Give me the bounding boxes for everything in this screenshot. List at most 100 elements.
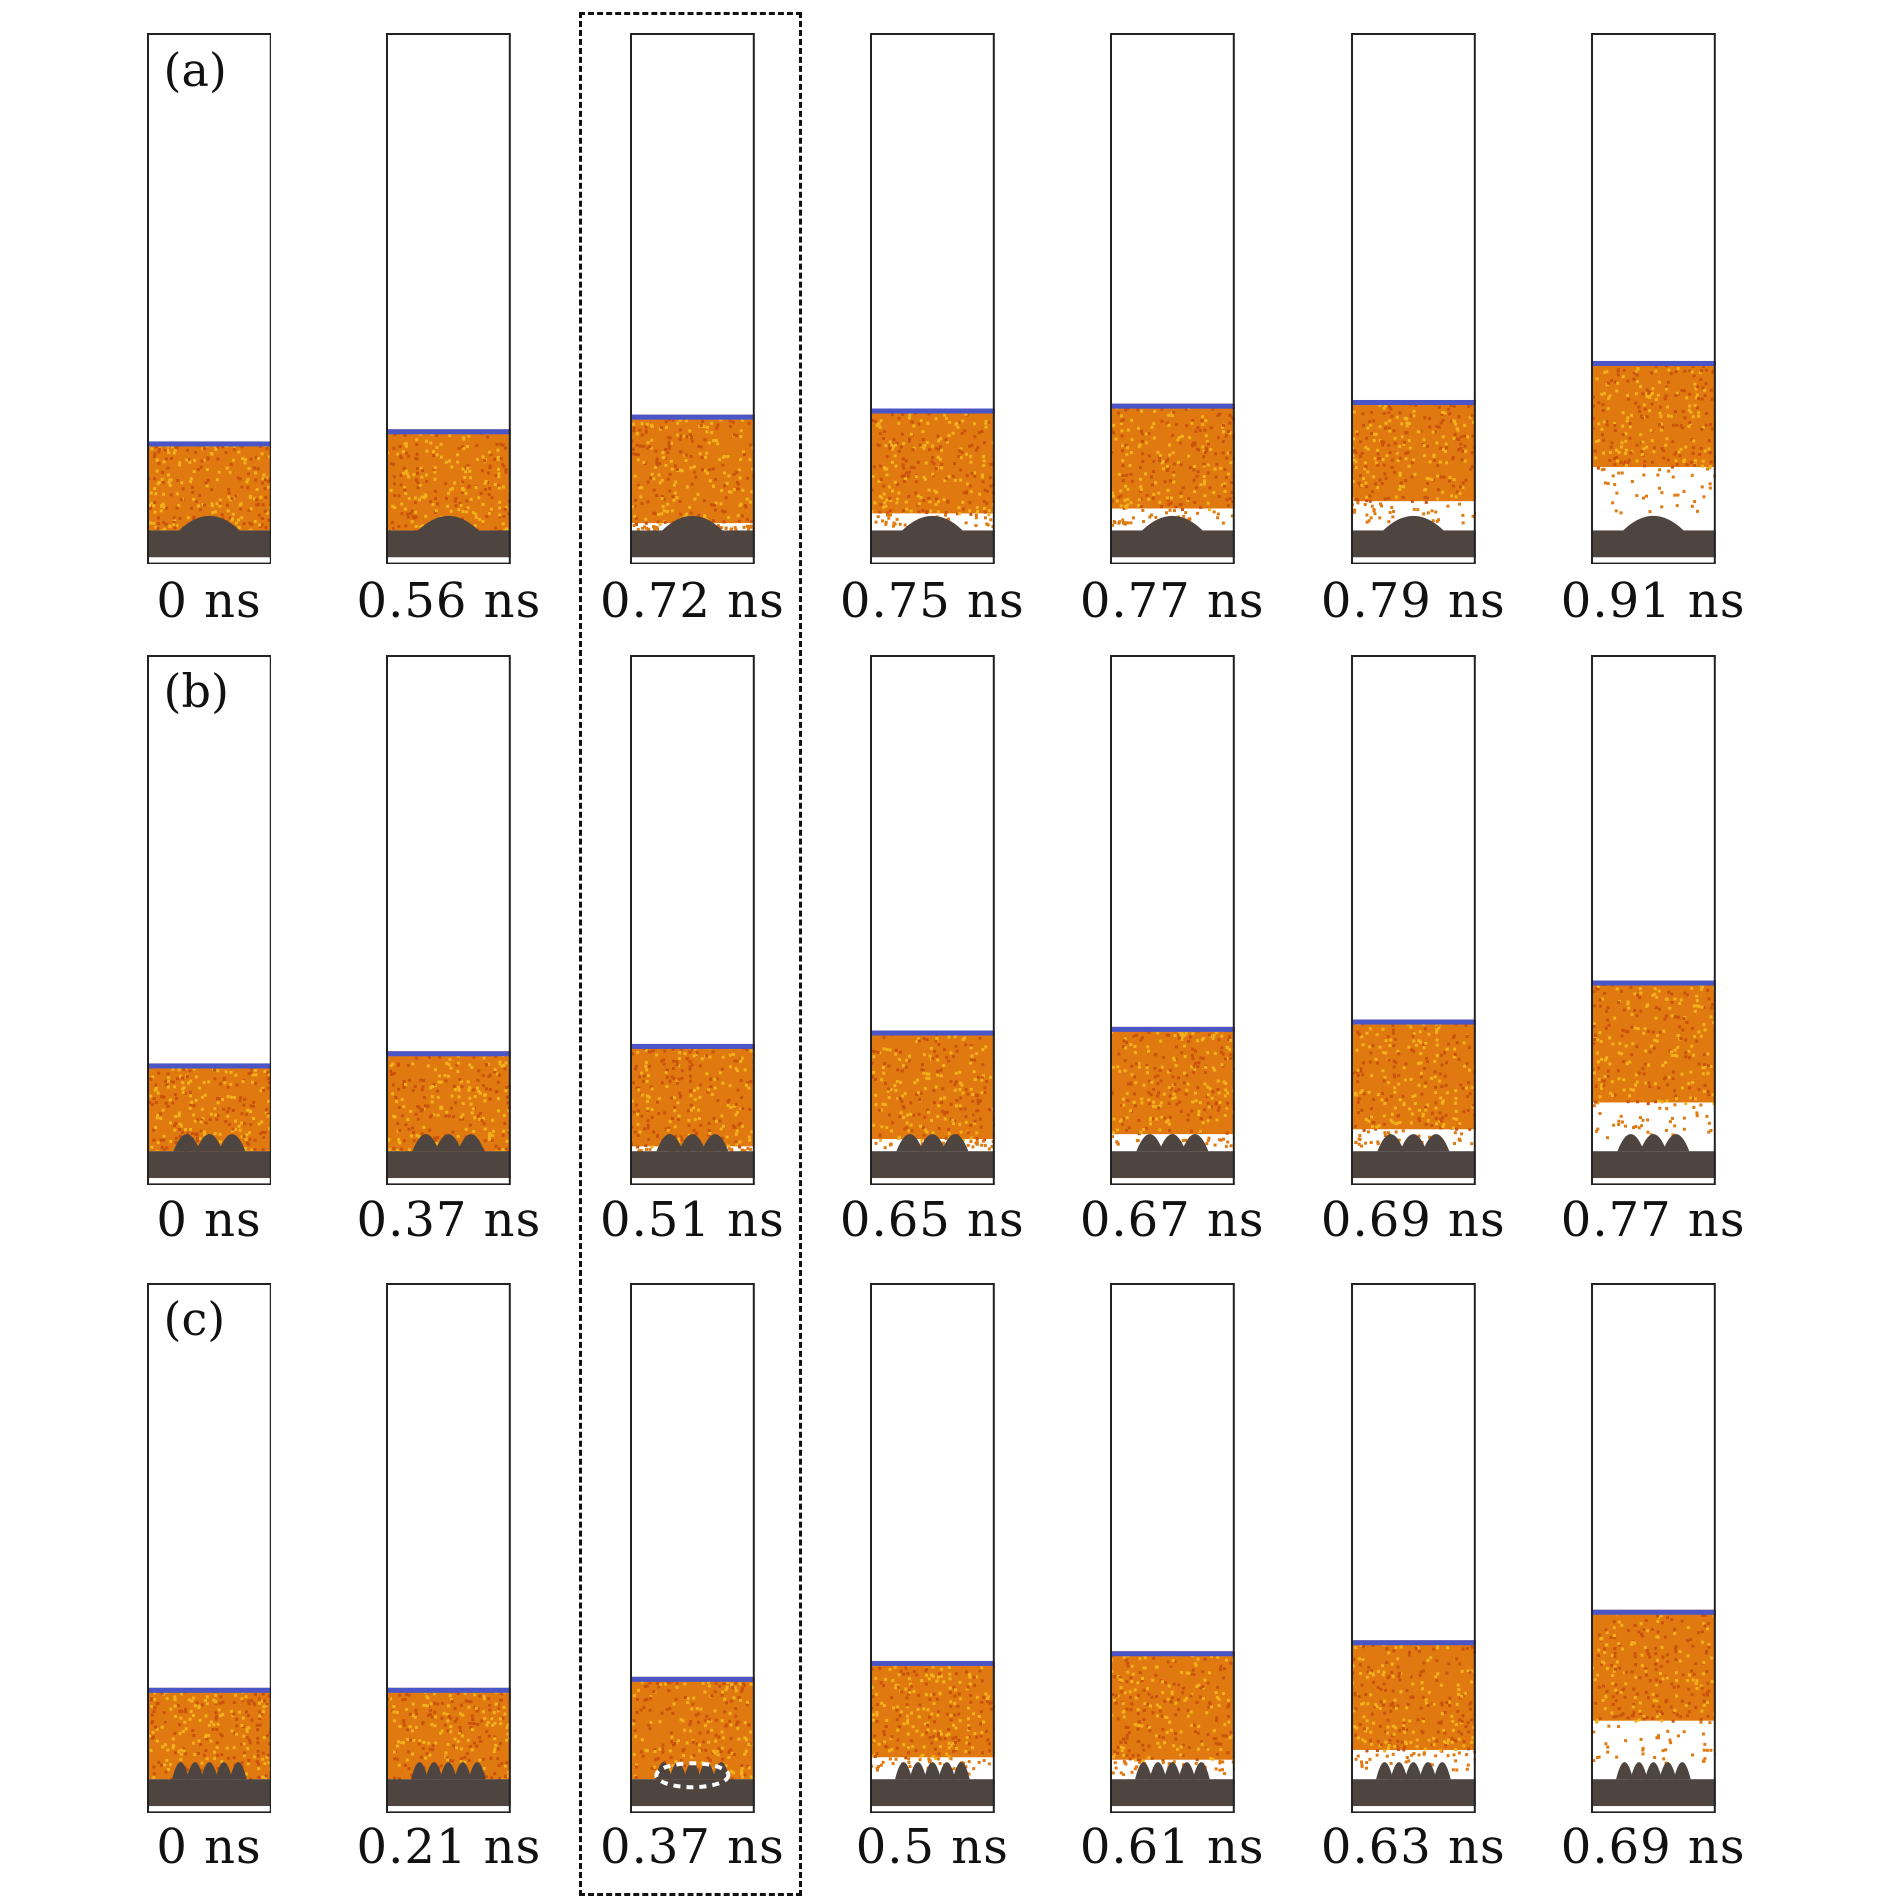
substrate-bump xyxy=(1149,1761,1167,1779)
simulation-box-frame xyxy=(1590,1282,1716,1813)
liquid-vapor-interface xyxy=(869,1660,995,1666)
simulation-snapshot xyxy=(869,654,995,1186)
substrate xyxy=(1350,1150,1476,1178)
substrate xyxy=(386,1150,512,1178)
time-label: 0.21 ns xyxy=(356,1819,542,1876)
simulation-box-frame xyxy=(146,654,272,1186)
liquid-vapor-interface xyxy=(146,1063,272,1069)
time-label: 0.63 ns xyxy=(1320,1819,1506,1876)
substrate xyxy=(386,1778,512,1806)
substrate-bump xyxy=(1662,1133,1690,1151)
simulation-box-frame xyxy=(1350,1282,1476,1813)
substrate-bump xyxy=(218,1133,245,1151)
substrate xyxy=(1109,530,1235,558)
time-label: 0.5 ns xyxy=(855,1819,1009,1876)
liquid-vapor-interface xyxy=(386,429,512,435)
substrate xyxy=(630,1150,755,1178)
liquid-vapor-interface xyxy=(1350,1019,1476,1025)
substrate-bump xyxy=(435,1133,463,1151)
substrate-bump xyxy=(701,1133,729,1151)
substrate-bump xyxy=(469,1761,487,1779)
substrate xyxy=(1590,1778,1716,1806)
liquid-vapor-interface xyxy=(1109,1650,1235,1656)
substrate-bump xyxy=(440,1761,458,1779)
simulation-snapshot xyxy=(869,1282,995,1813)
substrate-bump xyxy=(411,1761,429,1779)
time-label: 0 ns xyxy=(156,573,262,630)
simulation-snapshot xyxy=(1350,654,1476,1186)
substrate-bump xyxy=(1375,1761,1393,1779)
simulation-snapshot xyxy=(1590,1282,1716,1813)
simulation-snapshot xyxy=(1350,32,1476,565)
substrate-bump xyxy=(1136,1133,1163,1151)
time-label: 0.51 ns xyxy=(600,1192,785,1249)
simulation-box-frame xyxy=(1590,654,1716,1186)
substrate-bump xyxy=(941,1133,969,1151)
substrate xyxy=(1109,1150,1235,1178)
substrate-bump xyxy=(662,515,723,531)
substrate-bump xyxy=(918,1133,946,1151)
simulation-box-frame xyxy=(386,32,512,565)
substrate xyxy=(1590,1150,1716,1178)
liquid-vapor-interface xyxy=(1109,1026,1235,1032)
nucleation-site-marker xyxy=(654,1760,731,1789)
simulation-box-frame xyxy=(630,1282,755,1813)
liquid-vapor-interface xyxy=(1590,360,1716,366)
time-label: 0.65 ns xyxy=(839,1192,1025,1249)
substrate-bump xyxy=(923,1761,941,1779)
simulation-box-frame xyxy=(869,1282,995,1813)
liquid-vapor-interface xyxy=(1350,399,1476,405)
substrate-bump xyxy=(1377,1133,1404,1151)
simulation-box-frame xyxy=(386,1282,512,1813)
simulation-box-frame xyxy=(1350,32,1476,565)
liquid-region xyxy=(1109,1026,1235,1134)
row-label: (b) xyxy=(163,664,229,719)
time-label: 0.56 ns xyxy=(356,573,542,630)
liquid-region xyxy=(1109,403,1235,509)
substrate-bump xyxy=(896,1133,923,1151)
liquid-vapor-interface xyxy=(386,1050,512,1056)
substrate-bump xyxy=(1399,1133,1427,1151)
substrate xyxy=(869,1150,995,1178)
substrate xyxy=(630,1778,755,1806)
substrate-bump xyxy=(1422,1133,1450,1151)
substrate-bump xyxy=(1178,1761,1196,1779)
simulation-box-frame xyxy=(1109,654,1235,1186)
simulation-snapshot xyxy=(630,32,755,565)
substrate-bump xyxy=(1192,1761,1210,1779)
substrate-bump xyxy=(1673,1761,1691,1779)
substrate xyxy=(1350,530,1476,558)
substrate-bump xyxy=(1639,1133,1667,1151)
time-label: 0 ns xyxy=(156,1192,262,1249)
simulation-snapshot xyxy=(630,654,755,1186)
liquid-vapor-interface xyxy=(1590,1609,1716,1615)
substrate-bump xyxy=(1622,515,1684,531)
substrate xyxy=(1350,1778,1476,1806)
liquid-vapor-interface xyxy=(1350,1639,1476,1645)
substrate-bump xyxy=(186,1761,204,1779)
time-label: 0.69 ns xyxy=(1320,1192,1506,1249)
substrate-bump xyxy=(229,1761,247,1779)
substrate xyxy=(146,1778,272,1806)
simulation-snapshot xyxy=(1590,654,1716,1186)
substrate-bump xyxy=(178,515,240,531)
time-label: 0.69 ns xyxy=(1560,1819,1746,1876)
substrate-bump xyxy=(425,1761,443,1779)
liquid-vapor-interface xyxy=(869,1030,995,1036)
substrate-bump xyxy=(1390,1761,1408,1779)
simulation-box-frame xyxy=(386,654,512,1186)
simulation-snapshot xyxy=(1109,32,1235,565)
simulation-box-frame xyxy=(1590,32,1716,565)
substrate-bump xyxy=(458,1133,485,1151)
substrate-bump xyxy=(1158,1133,1186,1151)
simulation-box-frame xyxy=(869,654,995,1186)
substrate-bump xyxy=(1644,1761,1662,1779)
substrate-bump xyxy=(418,515,480,531)
substrate-bump xyxy=(1163,1761,1181,1779)
time-label: 0 ns xyxy=(156,1819,262,1876)
substrate xyxy=(1109,1778,1235,1806)
substrate-bump xyxy=(454,1761,472,1779)
substrate-bump xyxy=(412,1133,440,1151)
substrate-bump xyxy=(171,1761,189,1779)
substrate-bump xyxy=(173,1133,200,1151)
